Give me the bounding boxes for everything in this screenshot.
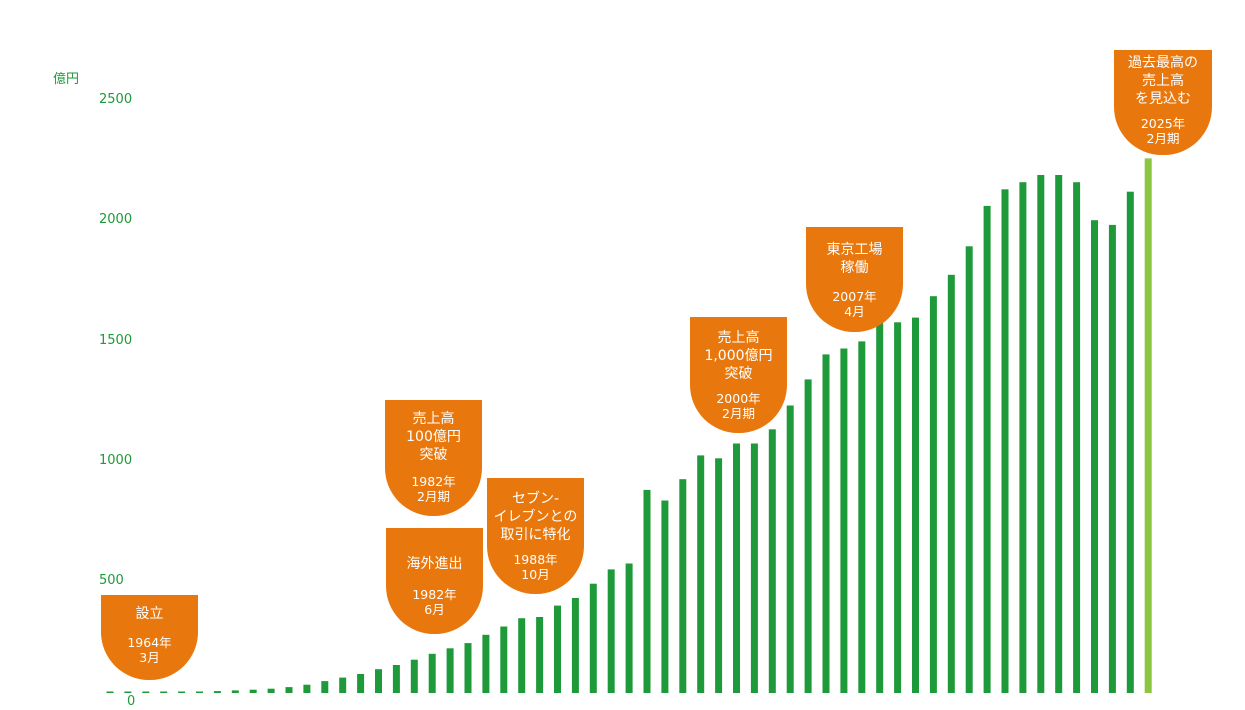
annotation-founding: 設立 1964年 3月 (101, 595, 198, 680)
bar (554, 605, 561, 693)
bar (1144, 158, 1152, 693)
annotation-seven-eleven: セブン- イレブンとの 取引に特化 1988年 10月 (487, 478, 584, 594)
bar (375, 669, 382, 693)
bar (1037, 175, 1045, 693)
bar (1126, 191, 1134, 693)
annotation-1000oku: 売上高 1,000億円 突破 2000年 2月期 (690, 317, 787, 433)
bar (500, 626, 508, 693)
bar (482, 634, 490, 693)
bar (697, 455, 705, 693)
bar (285, 687, 293, 693)
bar (894, 322, 902, 693)
bar (160, 691, 168, 693)
bar (679, 479, 687, 693)
bar (231, 690, 239, 693)
bar (625, 563, 633, 693)
annotation-overseas: 海外進出 1982年 6月 (386, 528, 483, 634)
bar (142, 691, 150, 693)
bar (965, 246, 973, 694)
bar (536, 617, 544, 693)
annotation-1000oku-text: 売上高 1,000億円 突破 (704, 330, 773, 382)
annotation-record-sales: 過去最高の 売上高 を見込む 2025年 2月期 (1114, 50, 1212, 155)
bar (858, 341, 866, 693)
y-tick-label-2500: 2500 (99, 92, 133, 107)
bar (339, 677, 347, 693)
annotation-seven-eleven-date: 1988年 10月 (513, 552, 558, 582)
bar (947, 274, 955, 693)
y-tick-label-1000: 1000 (99, 453, 133, 468)
annotation-1000oku-date: 2000年 2月期 (716, 391, 761, 421)
annotation-founding-text: 設立 (135, 606, 164, 622)
annotation-overseas-date: 1982年 6月 (412, 587, 457, 617)
bar (410, 659, 418, 693)
bar (840, 348, 848, 693)
bar (1108, 224, 1116, 693)
bar (804, 379, 812, 693)
bar (178, 691, 186, 693)
bar (912, 317, 919, 693)
bar (464, 643, 472, 693)
bar (321, 681, 329, 693)
y-tick-label-2000: 2000 (99, 212, 133, 227)
annotation-100oku-text: 売上高 100億円 突破 (406, 411, 461, 463)
bar (196, 691, 203, 693)
bar (589, 583, 597, 693)
bar (213, 691, 221, 693)
bar (1091, 220, 1098, 693)
annotation-seven-eleven-text: セブン- イレブンとの 取引に特化 (493, 491, 578, 543)
bar (1055, 175, 1063, 693)
bar (929, 296, 937, 693)
annotation-tokyo-factory: 東京工場 稼働 2007年 4月 (806, 227, 903, 332)
bar (1001, 189, 1009, 694)
annotation-tokyo-factory-text: 東京工場 稼働 (826, 242, 883, 276)
annotation-tokyo-factory-date: 2007年 4月 (832, 289, 877, 319)
y-tick-label-500: 500 (99, 573, 124, 588)
annotation-founding-date: 1964年 3月 (127, 635, 172, 665)
bar (249, 689, 257, 693)
bar (357, 674, 365, 693)
annotation-record-sales-date: 2025年 2月期 (1140, 116, 1186, 146)
bar (786, 405, 794, 693)
annotation-100oku-date: 1982年 2月期 (411, 474, 456, 504)
bar (876, 322, 884, 693)
bar (1019, 182, 1027, 693)
bar (518, 618, 526, 693)
bar (750, 443, 758, 693)
bar (303, 684, 311, 693)
annotation-record-sales-text: 過去最高の 売上高 を見込む (1128, 55, 1198, 107)
bar (733, 443, 740, 693)
annotation-overseas-text: 海外進出 (406, 556, 463, 572)
bar (392, 665, 400, 693)
bar (983, 205, 991, 693)
bar (428, 653, 436, 693)
bar (768, 429, 776, 693)
bar (661, 500, 669, 693)
bar (267, 688, 275, 693)
bar (715, 458, 723, 693)
y-axis-label: 億円 (53, 72, 80, 87)
y-tick-label-1500: 1500 (99, 333, 133, 348)
bar (446, 648, 454, 693)
bar (643, 489, 651, 693)
y-tick-label-0: 0 (127, 694, 136, 709)
bar (607, 569, 615, 693)
annotation-100oku: 売上高 100億円 突破 1982年 2月期 (385, 400, 482, 516)
bar (822, 354, 830, 693)
bar (571, 598, 579, 693)
bar (124, 691, 132, 693)
bar (106, 691, 114, 693)
bar (1073, 182, 1081, 693)
